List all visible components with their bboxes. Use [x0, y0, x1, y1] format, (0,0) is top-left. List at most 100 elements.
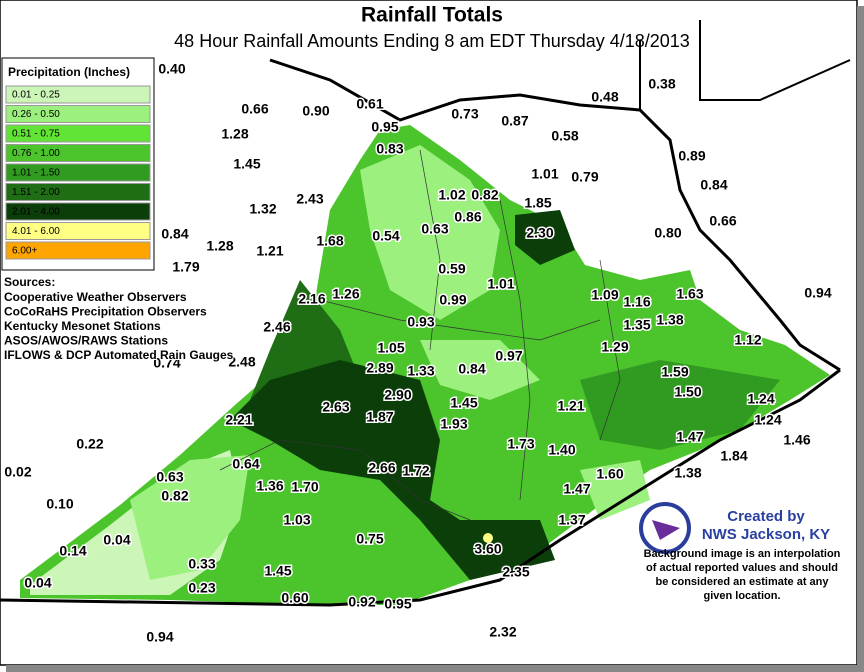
station-value: 0.63 [421, 221, 448, 237]
station-value: 1.40 [548, 442, 575, 458]
station-value: 1.70 [291, 479, 318, 495]
station-value: 2.32 [489, 624, 516, 640]
station-value: 0.89 [678, 148, 705, 164]
station-value: 1.28 [221, 126, 248, 142]
frame-shadow [857, 6, 864, 672]
legend-swatch [5, 144, 151, 162]
station-value: 1.47 [676, 429, 703, 445]
station-value: 0.60 [281, 590, 308, 606]
station-value: 0.14 [59, 543, 86, 559]
station-value: 1.05 [377, 340, 404, 356]
station-value: 1.33 [407, 363, 434, 379]
station-value: 0.82 [471, 187, 498, 203]
station-value: 1.21 [256, 243, 283, 259]
station-value: 0.94 [146, 629, 173, 645]
station-value: 1.59 [661, 364, 688, 380]
source-line: IFLOWS & DCP Automated Rain Gauges [4, 348, 234, 362]
station-value: 0.66 [241, 101, 268, 117]
station-value: 0.63 [156, 469, 183, 485]
station-value: 1.73 [507, 436, 534, 452]
station-value: 0.04 [103, 532, 130, 548]
station-value: 1.50 [674, 384, 701, 400]
legend-swatch [5, 85, 151, 104]
station-value: 0.74 [153, 355, 180, 371]
station-value: 0.84 [458, 361, 485, 377]
sources: Sources: Cooperative Weather ObserversCo… [3, 274, 235, 363]
legend-swatch [5, 222, 151, 240]
station-value: 2.35 [502, 564, 529, 580]
legend-label: 0.26 - 0.50 [12, 109, 60, 120]
station-value: 1.24 [754, 412, 781, 428]
station-value: 0.84 [161, 226, 188, 242]
frame-shadow [6, 665, 864, 672]
legend-label: 1.51 - 2.00 [12, 187, 60, 198]
station-value: 0.87 [501, 113, 528, 129]
station-value: 1.37 [558, 512, 585, 528]
station-value: 0.10 [46, 496, 73, 512]
sources-title: Sources: [4, 275, 55, 289]
credit: Created by NWS Jackson, KY Background im… [639, 502, 841, 602]
station-value: 2.48 [228, 354, 255, 370]
station-value: 0.94 [804, 285, 831, 301]
station-value: 2.21 [225, 412, 252, 428]
legend-label: 4.01 - 6.00 [12, 226, 60, 237]
subtitle: 48 Hour Rainfall Amounts Ending 8 am EDT… [174, 31, 690, 51]
station-value: 1.38 [656, 312, 683, 328]
station-value: 0.61 [356, 96, 383, 112]
legend-label: 1.01 - 1.50 [12, 168, 60, 179]
station-value: 1.24 [747, 391, 774, 407]
station-value: 1.45 [450, 395, 477, 411]
station-value: 1.47 [563, 481, 590, 497]
station-value: 3.60 [474, 541, 501, 557]
station-value: 1.01 [531, 166, 558, 182]
station-value: 1.72 [402, 463, 429, 479]
station-value: 2.90 [384, 387, 411, 403]
station-value: 2.63 [322, 399, 349, 415]
station-value: 2.66 [368, 460, 395, 476]
station-value: 0.33 [188, 556, 215, 572]
station-value: 2.30 [526, 225, 553, 241]
station-value: 0.82 [161, 488, 188, 504]
legend-label: 2.01 - 4.00 [12, 207, 60, 218]
station-value: 1.02 [438, 187, 465, 203]
station-value: 0.80 [654, 225, 681, 241]
station-value: 1.09 [591, 287, 618, 303]
station-value: 1.03 [283, 512, 310, 528]
station-value: 2.89 [366, 360, 393, 376]
station-value: 0.75 [356, 531, 383, 547]
station-value: 0.84 [700, 177, 727, 193]
station-value: 1.36 [256, 478, 283, 494]
station-value: 0.66 [709, 213, 736, 229]
legend-label: 0.51 - 0.75 [12, 129, 60, 140]
station-value: 0.54 [372, 228, 399, 244]
station-value: 1.28 [206, 238, 233, 254]
station-value: 2.46 [263, 319, 290, 335]
borders [0, 20, 851, 607]
station-value: 0.95 [384, 596, 411, 612]
station-value: 1.79 [172, 259, 199, 275]
legend-swatch [5, 163, 151, 182]
legend-swatch [5, 124, 151, 143]
legend-swatch [5, 105, 151, 123]
station-value: 1.45 [264, 563, 291, 579]
station-value: 0.38 [648, 76, 675, 92]
station-value: 1.93 [440, 416, 467, 432]
station-value: 0.99 [439, 292, 466, 308]
station-value: 0.79 [571, 169, 598, 185]
legend-swatch [5, 202, 151, 221]
station-value: 1.46 [783, 432, 810, 448]
legend-label: 6.00+ [12, 246, 37, 257]
station-value: 0.02 [4, 464, 31, 480]
station-value: 0.95 [371, 119, 398, 135]
source-line: Cooperative Weather Observers [4, 290, 187, 304]
station-value: 0.90 [302, 103, 329, 119]
station-value: 0.73 [451, 106, 478, 122]
station-value: 1.38 [674, 465, 701, 481]
credit-note: of actual reported values and should [646, 562, 838, 574]
station-value: 1.68 [316, 233, 343, 249]
legend-label: 0.01 - 0.25 [12, 90, 60, 101]
station-value: 1.21 [557, 398, 584, 414]
station-value: 2.43 [296, 191, 323, 207]
station-value: 0.92 [348, 594, 375, 610]
